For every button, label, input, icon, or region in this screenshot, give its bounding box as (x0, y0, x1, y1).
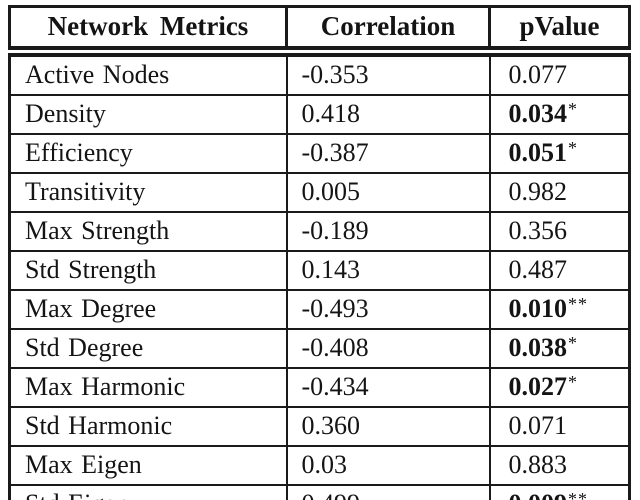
correlation-cell: 0.03 (285, 445, 491, 486)
pvalue-text: 0.027 (508, 371, 568, 401)
significance-stars: ** (568, 293, 588, 314)
pvalue-cell: 0.038* (488, 328, 631, 369)
table-body: Active Nodes -0.353 0.077 Density 0.418 … (8, 50, 631, 500)
metric-name-cell: Std Eigen (8, 484, 288, 500)
significance-stars: * (568, 332, 578, 353)
metric-name-cell: Active Nodes (8, 50, 288, 96)
col-header-network-metrics: Network Metrics (8, 5, 288, 57)
correlation-cell: -0.493 (285, 289, 491, 330)
correlation-cell: 0.418 (285, 94, 491, 135)
pvalue-cell: 0.077 (488, 50, 631, 96)
table-row: Density 0.418 0.034* (8, 94, 631, 135)
pvalue-cell: 0.487 (488, 250, 631, 291)
header-row: Network Metrics Correlation pValue (8, 5, 631, 57)
significance-stars: * (568, 371, 578, 392)
pvalue-cell: 0.034* (488, 94, 631, 135)
metric-name-cell: Max Degree (8, 289, 288, 330)
pvalue-text: 0.051 (508, 137, 568, 167)
table-row: Max Harmonic -0.434 0.027* (8, 367, 631, 408)
correlation-cell: -0.189 (285, 211, 491, 252)
pvalue-text: 0.883 (508, 449, 568, 479)
pvalue-text: 0.010 (508, 293, 568, 323)
correlation-cell: -0.387 (285, 133, 491, 174)
pvalue-text: 0.982 (508, 176, 568, 206)
metric-name-cell: Std Degree (8, 328, 288, 369)
table-row: Std Eigen 0.499 0.009** (8, 484, 631, 500)
metric-name-cell: Std Harmonic (8, 406, 288, 447)
significance-stars: ** (568, 488, 588, 500)
metric-name-cell: Max Harmonic (8, 367, 288, 408)
table-row: Transitivity 0.005 0.982 (8, 172, 631, 213)
table-row: Active Nodes -0.353 0.077 (8, 50, 631, 96)
correlation-cell: 0.005 (285, 172, 491, 213)
correlation-cell: -0.408 (285, 328, 491, 369)
col-header-correlation: Correlation (285, 5, 491, 57)
pvalue-text: 0.034 (508, 98, 568, 128)
correlation-cell: 0.143 (285, 250, 491, 291)
pvalue-text: 0.071 (508, 410, 568, 440)
metric-name-cell: Std Strength (8, 250, 288, 291)
metric-name-cell: Max Eigen (8, 445, 288, 486)
table-row: Std Harmonic 0.360 0.071 (8, 406, 631, 447)
pvalue-text: 0.487 (508, 254, 568, 284)
paper-table-figure: Network Metrics Correlation pValue Activ… (0, 5, 640, 500)
pvalue-cell: 0.027* (488, 367, 631, 408)
correlation-cell: 0.499 (285, 484, 491, 500)
pvalue-text: 0.356 (508, 215, 568, 245)
pvalue-cell: 0.982 (488, 172, 631, 213)
significance-stars: * (568, 137, 578, 158)
pvalue-text: 0.009 (509, 489, 568, 500)
metric-name-cell: Transitivity (8, 172, 288, 213)
table-row: Std Degree -0.408 0.038* (8, 328, 631, 369)
pvalue-cell: 0.071 (488, 406, 631, 447)
table-row: Max Degree -0.493 0.010** (8, 289, 631, 330)
metric-name-cell: Efficiency (8, 133, 288, 174)
pvalue-cell: 0.009** (488, 484, 631, 500)
pvalue-text: 0.077 (508, 59, 568, 89)
significance-stars: * (568, 98, 578, 119)
pvalue-cell: 0.356 (488, 211, 631, 252)
pvalue-cell: 0.010** (488, 289, 631, 330)
table-row: Std Strength 0.143 0.487 (8, 250, 631, 291)
metric-name-cell: Max Strength (8, 211, 288, 252)
pvalue-text: 0.038 (508, 332, 568, 362)
correlation-cell: 0.360 (285, 406, 491, 447)
table-row: Max Eigen 0.03 0.883 (8, 445, 631, 486)
network-metrics-table: Network Metrics Correlation pValue Activ… (8, 5, 631, 500)
correlation-cell: -0.434 (285, 367, 491, 408)
pvalue-cell: 0.051* (488, 133, 631, 174)
pvalue-cell: 0.883 (488, 445, 631, 486)
table-row: Max Strength -0.189 0.356 (8, 211, 631, 252)
metric-name-cell: Density (8, 94, 288, 135)
correlation-cell: -0.353 (285, 50, 491, 96)
col-header-pvalue: pValue (488, 5, 631, 57)
table-row: Efficiency -0.387 0.051* (8, 133, 631, 174)
